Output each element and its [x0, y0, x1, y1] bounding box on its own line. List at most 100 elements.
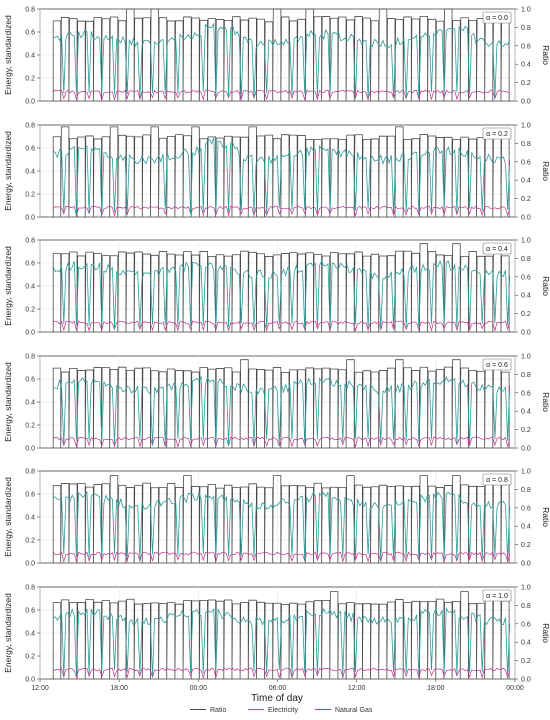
natural-gas-series: [52, 89, 510, 102]
y-left-tick-label: 0.6: [25, 377, 35, 384]
y-right-axis-label: Ratio: [541, 45, 550, 65]
y-right-tick-label: 0.4: [521, 178, 531, 185]
electricity-series: [53, 375, 511, 446]
y-right-tick-label: 1.0: [521, 123, 531, 130]
x-axis-label: Time of day: [251, 693, 303, 704]
y-left-tick-label: 0.6: [25, 30, 35, 37]
x-tick-label: 00:00: [190, 685, 208, 692]
y-left-axis-label: Energy, standardized: [3, 477, 13, 557]
y-left-axis-label: Energy, standardized: [3, 246, 13, 326]
x-tick-label: 18:00: [427, 685, 445, 692]
natural-gas-series: [52, 205, 511, 217]
x-tick-label: 00:00: [506, 685, 524, 692]
y-right-tick-label: 0.8: [521, 487, 531, 494]
ratio-series: [52, 126, 510, 218]
y-left-tick-label: 0.2: [25, 76, 35, 83]
legend-item-ratio: Ratio: [190, 707, 226, 714]
y-left-tick-label: 0.2: [25, 192, 35, 199]
y-left-tick-label: 0.8: [25, 585, 35, 592]
y-left-tick-label: 0.6: [25, 146, 35, 153]
y-left-tick-label: 0.2: [25, 538, 35, 545]
y-left-tick-label: 0.8: [25, 354, 35, 361]
y-left-tick-label: 0.6: [25, 608, 35, 615]
y-right-tick-label: 1.0: [521, 238, 531, 245]
y-right-tick-label: 0.0: [521, 561, 531, 568]
y-left-tick-label: 0.4: [25, 53, 35, 60]
panel-6: 0.0 0.2 0.4 0.6 0.8 0.0 0.2 0.4 0.6 0.8 1.0 Energy,…: [3, 585, 550, 684]
y-right-tick-label: 0.0: [521, 446, 531, 453]
natural-gas-series: [52, 551, 511, 564]
ratio-series: [52, 243, 510, 333]
y-right-tick-label: 1.0: [521, 7, 531, 14]
y-right-tick-label: 0.8: [521, 256, 531, 263]
y-left-tick-label: 0.8: [25, 123, 35, 130]
y-right-axis-label: Ratio: [541, 623, 550, 643]
y-right-tick-label: 0.6: [521, 43, 531, 50]
y-left-axis-label: Energy, standardized: [3, 15, 13, 95]
y-left-tick-label: 0.0: [25, 330, 35, 337]
panels: 0.0 0.2 0.4 0.6 0.8 0.0 0.2 0.4 0.6 0.8 1.0 Energy,…: [3, 7, 550, 693]
y-left-tick-label: 0.4: [25, 515, 35, 522]
natural-gas-series: [53, 436, 511, 449]
y-right-tick-label: 0.2: [521, 196, 531, 203]
panel-5: 0.0 0.2 0.4 0.6 0.8 0.0 0.2 0.4 0.6 0.8 1.0 Energy,…: [3, 469, 550, 568]
x-tick-label: 06:00: [269, 685, 287, 692]
y-right-tick-label: 0.8: [521, 141, 531, 148]
ratio-series: [52, 591, 510, 680]
alpha-label: α = 0.4: [486, 246, 508, 253]
y-left-tick-label: 0.0: [25, 677, 35, 684]
y-right-tick-label: 0.8: [521, 372, 531, 379]
y-left-tick-label: 0.8: [25, 7, 35, 14]
y-right-tick-label: 0.8: [521, 25, 531, 32]
y-right-axis-label: Ratio: [541, 392, 550, 412]
y-right-tick-label: 1.0: [521, 585, 531, 592]
y-right-tick-label: 0.4: [521, 293, 531, 300]
alpha-label: α = 1.0: [486, 593, 508, 600]
legend-item-natural-gas: Natural Gas: [315, 707, 373, 714]
electricity-series: [53, 606, 511, 677]
panel-3: 0.0 0.2 0.4 0.6 0.8 0.0 0.2 0.4 0.6 0.8 1.0 Energy,…: [3, 238, 550, 337]
alpha-label-box: [482, 11, 512, 24]
y-left-tick-label: 0.4: [25, 631, 35, 638]
y-right-tick-label: 0.2: [521, 311, 531, 318]
y-left-tick-label: 0.4: [25, 169, 35, 176]
alpha-label: α = 0.6: [486, 362, 508, 369]
legend-label: Natural Gas: [335, 707, 373, 714]
y-right-axis-label: Ratio: [541, 507, 550, 527]
y-left-tick-label: 0.0: [25, 99, 35, 106]
electricity-series: [53, 22, 511, 99]
alpha-label-box: [482, 473, 512, 486]
y-right-tick-label: 0.6: [521, 621, 531, 628]
ratio-series: [52, 359, 510, 449]
y-right-tick-label: 0.4: [521, 62, 531, 69]
y-left-tick-label: 0.8: [25, 469, 35, 476]
alpha-label-box: [482, 242, 512, 255]
x-tick-label: 18:00: [110, 685, 128, 692]
x-axis: 12:00 18:00 00:00 06:00 12:00 18:00 00:00: [31, 679, 524, 692]
natural-gas-series: [53, 667, 511, 680]
y-left-tick-label: 0.6: [25, 261, 35, 268]
y-right-tick-label: 0.0: [521, 215, 531, 222]
y-right-tick-label: 0.4: [521, 640, 531, 647]
electricity-series: [53, 491, 511, 561]
panel-1: 0.0 0.2 0.4 0.6 0.8 0.0 0.2 0.4 0.6 0.8 1.0 Energy,…: [3, 7, 550, 106]
ratio-series: [52, 475, 510, 564]
electricity-series: [52, 137, 511, 215]
alpha-label: α = 0.2: [486, 131, 508, 138]
y-left-tick-label: 0.4: [25, 284, 35, 291]
y-left-tick-label: 0.6: [25, 492, 35, 499]
y-left-axis-label: Energy, standardized: [3, 362, 13, 442]
y-left-tick-label: 0.4: [25, 400, 35, 407]
y-left-tick-label: 0.2: [25, 423, 35, 430]
y-left-tick-label: 0.0: [25, 446, 35, 453]
y-right-tick-label: 0.0: [521, 330, 531, 337]
y-left-axis-label: Energy, standardized: [3, 593, 13, 673]
y-left-tick-label: 0.0: [25, 561, 35, 568]
legend-label: Electricity: [268, 707, 298, 714]
y-left-tick-label: 0.0: [25, 215, 35, 222]
y-right-tick-label: 0.6: [521, 274, 531, 281]
alpha-label: α = 0.0: [486, 15, 508, 22]
y-right-tick-label: 0.2: [521, 80, 531, 87]
x-tick-label: 12:00: [31, 685, 49, 692]
y-right-tick-label: 0.2: [521, 542, 531, 549]
